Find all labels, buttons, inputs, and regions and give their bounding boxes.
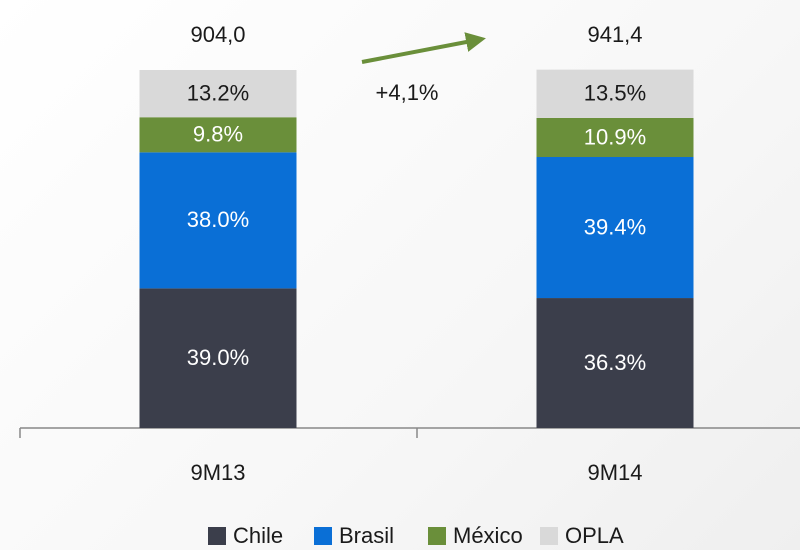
data-label: 39.4% (584, 214, 646, 239)
bar-segment (536, 117, 694, 157)
data-label: 13.5% (584, 81, 646, 106)
data-label: 13.2% (187, 80, 249, 105)
bar-segment (536, 69, 694, 118)
bar-segment (139, 117, 297, 153)
total-label: 904,0 (190, 22, 245, 47)
bar-segment (536, 156, 694, 299)
data-label: 39.0% (187, 345, 249, 370)
legend-swatch (208, 527, 226, 545)
legend-swatch (428, 527, 446, 545)
bar-segment (139, 288, 297, 428)
bar-segment (536, 298, 694, 428)
legend-swatch (314, 527, 332, 545)
bar-segment (139, 70, 297, 118)
legend-label: México (453, 523, 523, 548)
legend-label: Brasil (339, 523, 394, 548)
data-label: 9.8% (193, 122, 243, 147)
legend-label: Chile (233, 523, 283, 548)
data-label: 36.3% (584, 350, 646, 375)
x-tick-label: 9M14 (587, 460, 642, 485)
bar-segment (139, 152, 297, 289)
growth-arrow (361, 32, 486, 64)
legend-label: OPLA (565, 523, 624, 548)
growth-annotation: +4,1% (376, 80, 439, 105)
legend-swatch (540, 527, 558, 545)
total-label: 941,4 (587, 22, 642, 47)
data-label: 10.9% (584, 124, 646, 149)
x-tick-label: 9M13 (190, 460, 245, 485)
data-label: 38.0% (187, 207, 249, 232)
